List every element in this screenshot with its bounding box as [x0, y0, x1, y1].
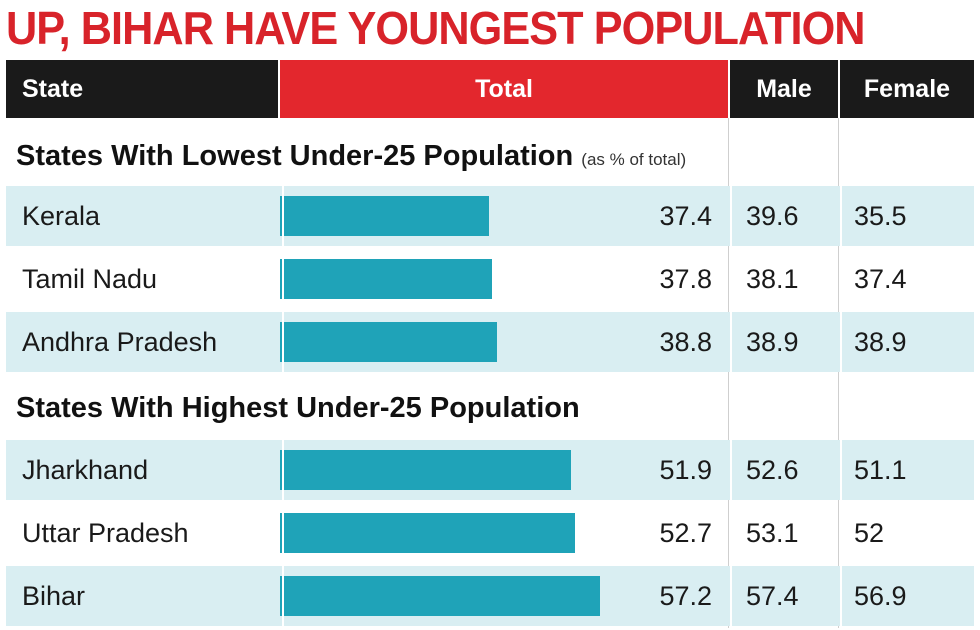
cell-separator — [730, 312, 732, 372]
total-bar — [280, 576, 600, 616]
total-value: 38.8 — [659, 327, 712, 357]
cell-separator — [840, 503, 842, 563]
table-row: Bihar 57.2 57.4 56.9 — [6, 566, 974, 626]
section-heading-highest: States With Highest Under-25 Population — [16, 378, 580, 438]
male-value: 57.4 — [746, 581, 799, 611]
female-value: 35.5 — [854, 201, 907, 231]
cell-separator — [282, 440, 284, 500]
total-value: 57.2 — [659, 581, 712, 611]
cell-separator — [282, 312, 284, 372]
cell-separator — [840, 249, 842, 309]
total-value: 51.9 — [659, 455, 712, 485]
total-value: 37.8 — [659, 264, 712, 294]
table-row: Andhra Pradesh 38.8 38.9 38.9 — [6, 312, 974, 372]
state-name: Andhra Pradesh — [22, 327, 218, 357]
total-bar — [280, 259, 492, 299]
male-value: 39.6 — [746, 201, 799, 231]
cell-separator — [282, 503, 284, 563]
total-bar — [280, 322, 497, 362]
header-female: Female — [840, 60, 974, 118]
column-divider — [728, 118, 729, 628]
male-value: 38.1 — [746, 264, 799, 294]
table-row: Uttar Pradesh 52.7 53.1 52 — [6, 503, 974, 563]
female-value: 51.1 — [854, 455, 907, 485]
bar-track — [280, 513, 728, 553]
cell-separator — [730, 186, 732, 246]
total-value: 37.4 — [659, 201, 712, 231]
total-bar — [280, 450, 571, 490]
cell-separator — [840, 186, 842, 246]
cell-separator — [282, 566, 284, 626]
bar-track — [280, 259, 728, 299]
header-state: State — [6, 60, 278, 118]
section-heading-text: States With Lowest Under-25 Population — [16, 140, 574, 172]
total-bar — [280, 196, 489, 236]
bar-track — [280, 196, 728, 236]
cell-separator — [730, 440, 732, 500]
bar-track — [280, 322, 728, 362]
female-value: 37.4 — [854, 264, 907, 294]
header-male: Male — [730, 60, 838, 118]
cell-separator — [840, 440, 842, 500]
section-heading-text: States With Highest Under-25 Population — [16, 392, 580, 424]
state-name: Uttar Pradesh — [22, 518, 189, 548]
male-value: 52.6 — [746, 455, 799, 485]
state-name: Jharkhand — [22, 455, 149, 485]
cell-separator — [282, 249, 284, 309]
section-heading-lowest: States With Lowest Under-25 Population (… — [16, 126, 686, 186]
chart-title: UP, BIHAR HAVE YOUNGEST POPULATION — [6, 2, 866, 54]
bar-track — [280, 450, 728, 490]
male-value: 38.9 — [746, 327, 799, 357]
cell-separator — [730, 566, 732, 626]
cell-separator — [282, 186, 284, 246]
state-name: Bihar — [22, 581, 86, 611]
state-name: Tamil Nadu — [22, 264, 158, 294]
cell-separator — [730, 503, 732, 563]
female-value: 38.9 — [854, 327, 907, 357]
cell-separator — [730, 249, 732, 309]
section-note: (as % of total) — [581, 150, 687, 169]
header-total: Total — [280, 60, 728, 118]
bar-track — [280, 576, 728, 616]
table-row: Tamil Nadu 37.8 38.1 37.4 — [6, 249, 974, 309]
female-value: 52 — [854, 518, 885, 548]
state-name: Kerala — [22, 201, 101, 231]
column-divider — [838, 118, 839, 628]
male-value: 53.1 — [746, 518, 799, 548]
total-value: 52.7 — [659, 518, 712, 548]
female-value: 56.9 — [854, 581, 907, 611]
total-bar — [280, 513, 575, 553]
cell-separator — [840, 312, 842, 372]
cell-separator — [840, 566, 842, 626]
table-row: Jharkhand 51.9 52.6 51.1 — [6, 440, 974, 500]
table-row: Kerala 37.4 39.6 35.5 — [6, 186, 974, 246]
